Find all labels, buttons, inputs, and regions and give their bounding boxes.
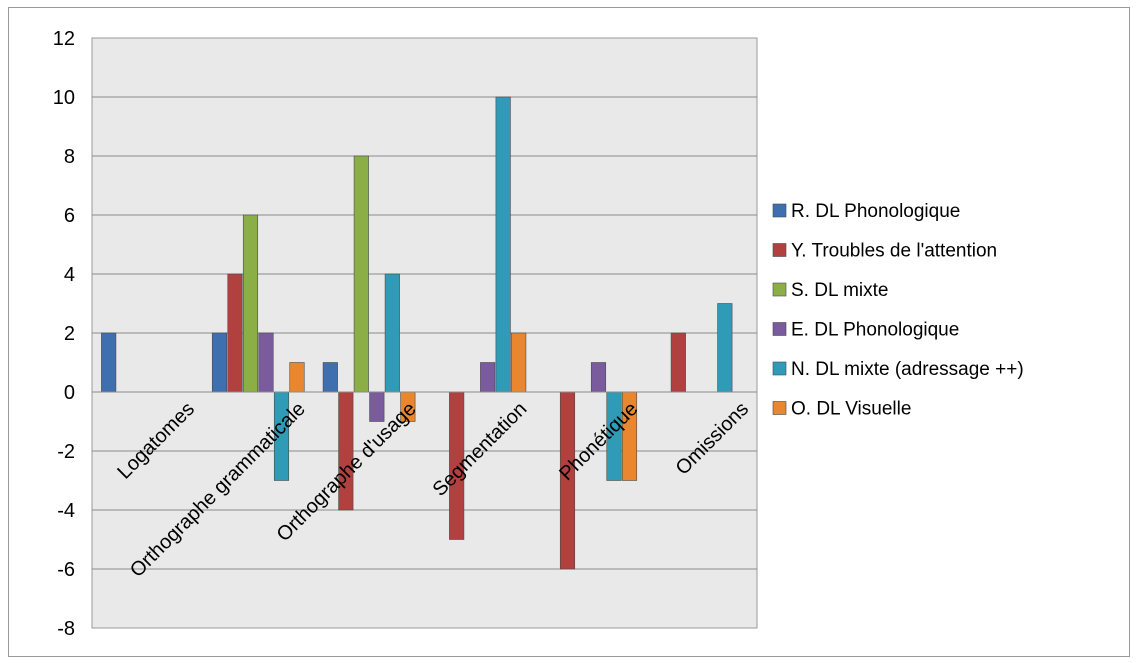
bar: [101, 332, 117, 393]
legend-swatch: [772, 322, 787, 336]
legend-label: Y. Troubles de l'attention: [791, 241, 997, 262]
legend-label: N. DL mixte (adressage ++): [791, 359, 1024, 380]
legend-label: O. DL Visuelle: [791, 399, 911, 420]
bar: [670, 332, 686, 393]
bar: [480, 362, 496, 393]
y-tick-label: 4: [64, 264, 75, 286]
y-axis: 12 10 8 6 4 2 0 -2 -4 -6 -8: [53, 28, 75, 640]
bar: [495, 96, 511, 393]
bar: [242, 214, 259, 393]
bar: [322, 362, 338, 393]
bar: [590, 362, 607, 393]
legend-swatch: [772, 361, 787, 376]
bars: [92, 96, 757, 570]
y-tick-label: -8: [57, 618, 75, 640]
y-tick-label: -2: [57, 441, 75, 463]
bar: [227, 273, 243, 393]
legend-swatch: [772, 401, 787, 415]
legend-label: E. DL Phonologique: [791, 320, 959, 341]
bar: [717, 303, 733, 393]
y-tick-label: -4: [57, 500, 75, 522]
y-tick-label: 2: [64, 323, 75, 345]
bar: [258, 332, 274, 393]
y-tick-label: 8: [64, 146, 75, 168]
bar: [369, 391, 385, 422]
legend-swatch: [772, 282, 787, 297]
bar: [289, 362, 305, 393]
y-tick-label: 12: [53, 28, 75, 50]
bar: [211, 332, 228, 393]
y-tick-label: 0: [64, 382, 75, 404]
legend-swatch: [772, 203, 787, 218]
y-tick-label: 6: [64, 205, 75, 227]
y-tick-label: 10: [53, 87, 75, 109]
bar: [511, 332, 527, 393]
legend-swatch: [772, 243, 787, 257]
y-tick-label: -6: [57, 559, 75, 581]
legend: R. DL Phonologique Y. Troubles de l'atten…: [772, 201, 1024, 420]
bar: [384, 273, 400, 393]
legend-label: R. DL Phonologique: [791, 201, 960, 222]
legend-label: S. DL mixte: [791, 280, 889, 301]
bar: [353, 155, 369, 393]
